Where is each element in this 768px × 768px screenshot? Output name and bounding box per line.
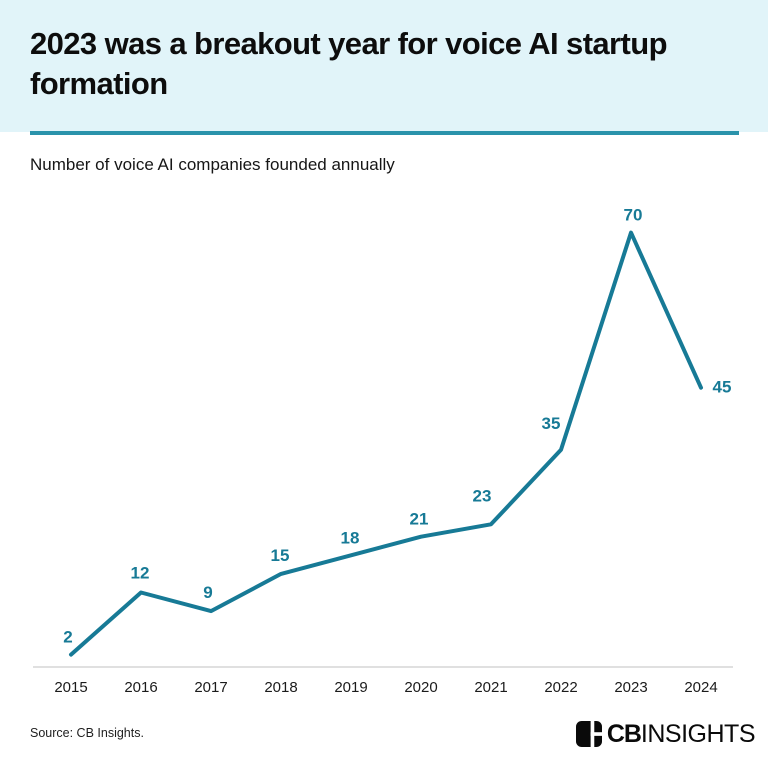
data-point-label: 21 (410, 510, 429, 529)
x-tick-label: 2016 (124, 679, 157, 696)
x-tick-label: 2019 (334, 679, 367, 696)
header-band: 2023 was a breakout year for voice AI st… (0, 0, 768, 132)
x-tick-label: 2020 (404, 679, 437, 696)
series-line (69, 230, 703, 657)
x-tick-label: 2024 (684, 679, 717, 696)
data-point-label: 15 (271, 546, 290, 565)
logo-cb: CB (606, 719, 642, 748)
cbinsights-logo: CB INSIGHTS (575, 719, 756, 749)
data-point-label: 12 (131, 564, 150, 583)
x-tick-label: 2017 (194, 679, 227, 696)
cbinsights-logo-text: CB INSIGHTS (606, 719, 756, 749)
header-divider (30, 131, 739, 135)
x-tick-label: 2015 (54, 679, 87, 696)
data-point-label: 9 (203, 583, 212, 602)
data-point-label: 45 (713, 378, 732, 397)
data-point-label: 35 (542, 414, 561, 433)
data-point-label: 70 (624, 206, 643, 225)
x-tick-label: 2023 (614, 679, 647, 696)
source-note: Source: CB Insights. (30, 726, 144, 740)
data-point-label: 2 (63, 628, 72, 647)
cbinsights-logo-icon (575, 721, 602, 747)
page-title: 2023 was a breakout year for voice AI st… (30, 26, 668, 101)
x-tick-label: 2021 (474, 679, 507, 696)
data-point-label: 23 (473, 486, 492, 505)
x-tick-label: 2022 (544, 679, 577, 696)
chart-subtitle: Number of voice AI companies founded ann… (30, 155, 395, 174)
logo-insights: INSIGHTS (640, 719, 756, 748)
data-point-label: 18 (341, 528, 360, 547)
x-tick-label: 2018 (264, 679, 297, 696)
